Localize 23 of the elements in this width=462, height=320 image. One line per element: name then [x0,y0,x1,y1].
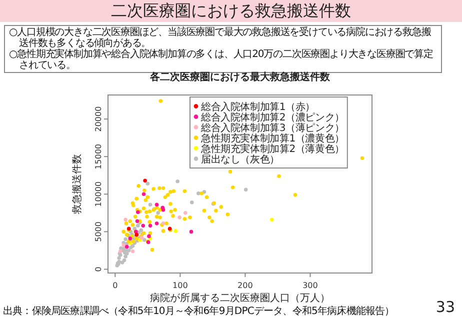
y-tick-label: 0 [94,266,103,272]
text: ○人口規模の大きな二次医療圏ほど、当該医療圏で最大の救急搬送を受けている病院における救急搬送件数も多くなる傾向がある。 [9,27,431,49]
source-note: 出典：保険局医療課調べ（令和5年10月～令和6年9月DPCデータ、令和5年病床機能報告） [3,305,394,317]
y-tick-label: 5000 [94,222,103,242]
chart-subtitle: 各二次医療圏における最大救急搬送件数 [149,71,331,83]
legend-label: 急性期充実体制加算2（薄黄色） [200,142,344,155]
legend-label: 急性期充実体制加算1（濃黄色） [200,132,344,144]
text: 33 [436,298,455,316]
x-tick-label: 300 [302,281,318,290]
legend-label: 総合入院体制加算2（濃ピンク） [200,111,344,124]
y-tick-label: 10000 [94,181,103,207]
chart-title: 二次医療圏における救急搬送件数 [0,0,462,22]
x-tick-label: 0 [112,281,118,290]
legend-label: 総合入院体制加算3（薄ピンク） [200,122,344,134]
x-tick-label: 200 [238,281,253,290]
x-axis-title: 病院が所属する二次医療圏人口（万人） [150,292,330,304]
x-tick-label: 100 [172,281,188,290]
text: ○急性期充実体制加算や総合入院体制加算の多くは、人口20万の二次医療圏より大きな医療圏で算定されている。 [9,49,434,71]
y-axis-title: 救急搬送件数 [71,154,83,215]
legend-label: 総合入院体制加算1（赤） [200,100,315,113]
y-tick-label: 20000 [94,106,103,132]
legend-label: 届出なし（灰色） [201,153,280,166]
y-tick-label: 15000 [94,144,103,170]
